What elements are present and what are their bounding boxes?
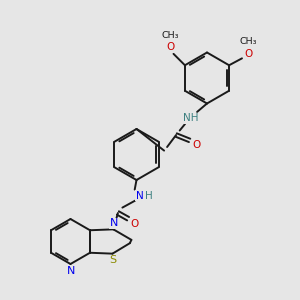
- Text: O: O: [244, 49, 253, 59]
- Text: NH: NH: [183, 113, 198, 124]
- Text: N: N: [67, 266, 75, 276]
- Text: N: N: [136, 190, 143, 201]
- Text: O: O: [130, 219, 139, 230]
- Text: S: S: [110, 255, 117, 265]
- Text: H: H: [145, 190, 153, 201]
- Text: N: N: [110, 218, 118, 228]
- Text: CH₃: CH₃: [162, 32, 179, 40]
- Text: O: O: [167, 42, 175, 52]
- Text: CH₃: CH₃: [240, 37, 257, 46]
- Text: O: O: [192, 140, 200, 150]
